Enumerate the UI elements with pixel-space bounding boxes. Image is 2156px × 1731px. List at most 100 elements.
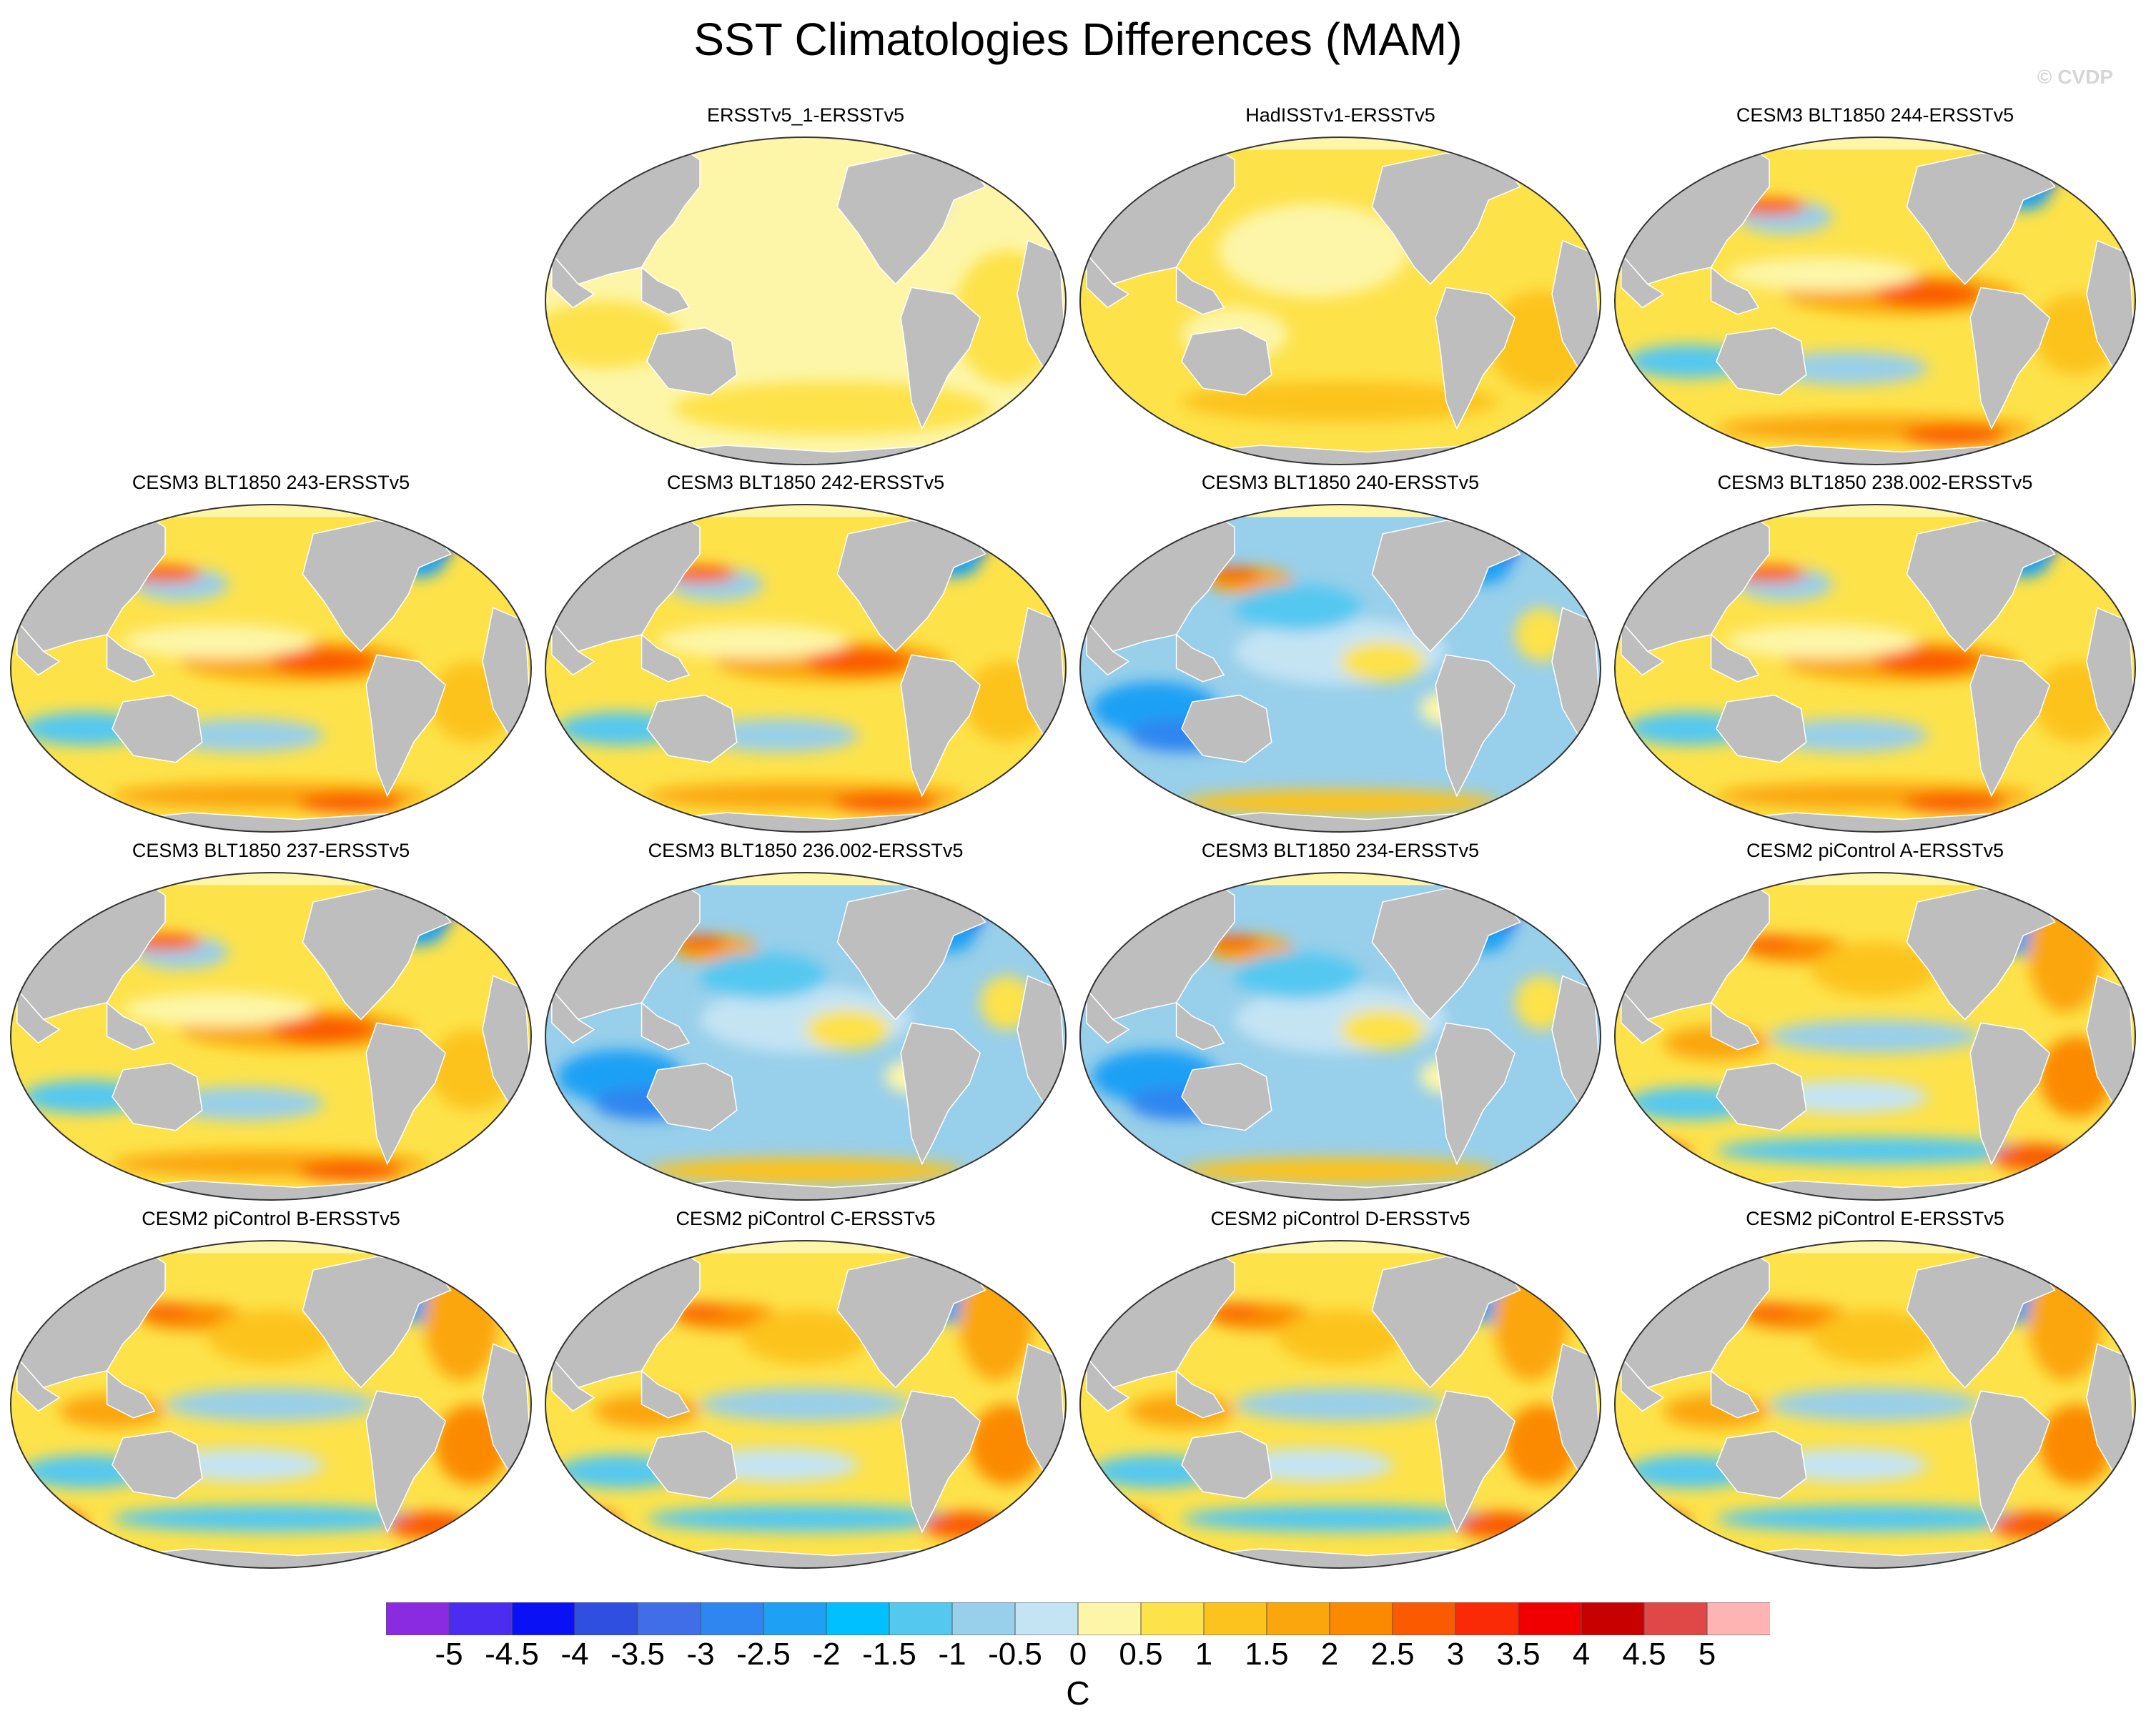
india-landmass	[1621, 988, 1665, 1044]
colorbar-swatch	[574, 1602, 638, 1635]
greenland-landmass	[440, 878, 483, 913]
panel-title: CESM2 piControl D-ERSSTv5	[1210, 1208, 1470, 1229]
colorbar-swatch	[1014, 1602, 1079, 1635]
india-landmass	[551, 1356, 595, 1412]
greenland-landmass	[1509, 878, 1553, 913]
panel-title: CESM3 BLT1850 240-ERSSTv5	[1201, 472, 1480, 493]
colorbar-swatch	[1581, 1602, 1645, 1635]
colorbar-swatch	[1203, 1602, 1267, 1635]
india-landmass	[16, 988, 61, 1044]
colorbar-swatch	[951, 1602, 1016, 1635]
colorbar-tick-label: -4	[560, 1637, 589, 1672]
colorbar-tick-label: -4.5	[485, 1637, 539, 1672]
sst-difference-map	[1079, 1240, 1601, 1569]
greenland-landmass	[440, 510, 483, 545]
samerica-landmass	[900, 287, 981, 430]
seasia-landmass	[641, 266, 691, 315]
figure-title: SST Climatologies Differences (MAM)	[693, 14, 1463, 65]
colorbar-tick-label: -3.5	[610, 1637, 665, 1672]
india-landmass	[1086, 620, 1130, 676]
samerica-landmass	[365, 654, 447, 798]
samerica-landmass	[1969, 287, 2051, 430]
sst-difference-map	[545, 872, 1067, 1201]
map-panel: CESM2 piControl B-ERSSTv5	[6, 1208, 535, 1579]
cvdp-credit: © CVDP	[2037, 66, 2113, 88]
australia-landmass	[112, 1430, 203, 1499]
samerica-landmass	[1435, 1022, 1516, 1166]
panel-title: CESM3 BLT1850 237-ERSSTv5	[132, 840, 410, 861]
map-panel: CESM2 piControl E-ERSSTv5	[1611, 1208, 2140, 1579]
india-landmass	[1621, 620, 1665, 676]
india-landmass	[1086, 252, 1130, 309]
colorbar-swatch	[1140, 1602, 1205, 1635]
greenland-landmass	[974, 878, 1018, 913]
australia-landmass	[112, 1062, 203, 1131]
panel-title: CESM2 piControl C-ERSSTv5	[676, 1208, 936, 1229]
australia-landmass	[646, 1430, 738, 1499]
australia-landmass	[1716, 1062, 1807, 1131]
colorbar-tick-label: 4.5	[1622, 1637, 1666, 1672]
india-landmass	[1086, 988, 1130, 1044]
seasia-landmass	[641, 633, 691, 683]
map-panel: ERSSTv5_1-ERSSTv5	[541, 104, 1070, 476]
map-panel: CESM3 BLT1850 244-ERSSTv5	[1611, 104, 2140, 476]
colorbar	[386, 1602, 1770, 1635]
colorbar-swatch	[1077, 1602, 1142, 1635]
map-panel: CESM3 BLT1850 234-ERSSTv5	[1076, 840, 1605, 1211]
australia-landmass	[112, 694, 203, 763]
colorbar-swatch	[1266, 1602, 1330, 1635]
australia-landmass	[1181, 1062, 1272, 1131]
seasia-landmass	[1175, 633, 1225, 683]
colorbar-tick-label: 1.5	[1245, 1637, 1289, 1672]
greenland-landmass	[2044, 878, 2087, 913]
sst-difference-map	[1079, 504, 1601, 833]
samerica-landmass	[900, 654, 981, 798]
greenland-landmass	[974, 1246, 1018, 1281]
sst-difference-map	[545, 137, 1067, 465]
sst-difference-map	[545, 1240, 1067, 1569]
map-panel: CESM2 piControl A-ERSSTv5	[1611, 840, 2140, 1211]
colorbar-tick-label: 3	[1446, 1637, 1465, 1672]
colorbar-swatch	[1643, 1602, 1708, 1635]
seasia-landmass	[1710, 266, 1760, 315]
greenland-landmass	[1509, 1246, 1553, 1281]
australia-landmass	[1181, 694, 1272, 763]
panel-title: CESM3 BLT1850 242-ERSSTv5	[666, 472, 945, 493]
samerica-landmass	[900, 1022, 981, 1166]
colorbar-tick-label: -1.5	[862, 1637, 916, 1672]
sst-difference-map	[1079, 872, 1601, 1201]
seasia-landmass	[1175, 1001, 1225, 1051]
panel-title: CESM3 BLT1850 244-ERSSTv5	[1736, 104, 2014, 126]
samerica-landmass	[900, 1390, 981, 1534]
colorbar-tick-label: 2.5	[1370, 1637, 1415, 1672]
australia-landmass	[1716, 327, 1807, 396]
seasia-landmass	[641, 1001, 691, 1051]
colorbar-tick-label: 4	[1572, 1637, 1591, 1672]
map-panel: CESM3 BLT1850 238.002-ERSSTv5	[1611, 472, 2140, 843]
india-landmass	[1621, 252, 1665, 309]
panel-title: HadISSTv1-ERSSTv5	[1245, 104, 1435, 126]
panel-title: CESM2 piControl E-ERSSTv5	[1746, 1208, 2004, 1229]
australia-landmass	[646, 694, 738, 763]
greenland-landmass	[2044, 1246, 2087, 1281]
panel-title: CESM3 BLT1850 243-ERSSTv5	[132, 472, 410, 493]
samerica-landmass	[1435, 1390, 1516, 1534]
seasia-landmass	[1175, 1369, 1225, 1419]
india-landmass	[551, 620, 595, 676]
map-panel: CESM3 BLT1850 240-ERSSTv5	[1076, 472, 1605, 843]
colorbar-swatch	[1392, 1602, 1456, 1635]
colorbar-swatch	[763, 1602, 827, 1635]
india-landmass	[1621, 1356, 1665, 1412]
australia-landmass	[1716, 1430, 1807, 1499]
colorbar-swatch	[700, 1602, 764, 1635]
greenland-landmass	[440, 1246, 483, 1281]
samerica-landmass	[1435, 287, 1516, 430]
colorbar-tick-label: -3	[686, 1637, 715, 1672]
sst-difference-map	[10, 872, 532, 1201]
australia-landmass	[1181, 1430, 1272, 1499]
greenland-landmass	[2044, 142, 2087, 178]
india-landmass	[16, 1356, 61, 1412]
seasia-landmass	[1175, 266, 1225, 315]
map-panel: CESM3 BLT1850 236.002-ERSSTv5	[541, 840, 1070, 1211]
map-panel: CESM3 BLT1850 237-ERSSTv5	[6, 840, 535, 1211]
